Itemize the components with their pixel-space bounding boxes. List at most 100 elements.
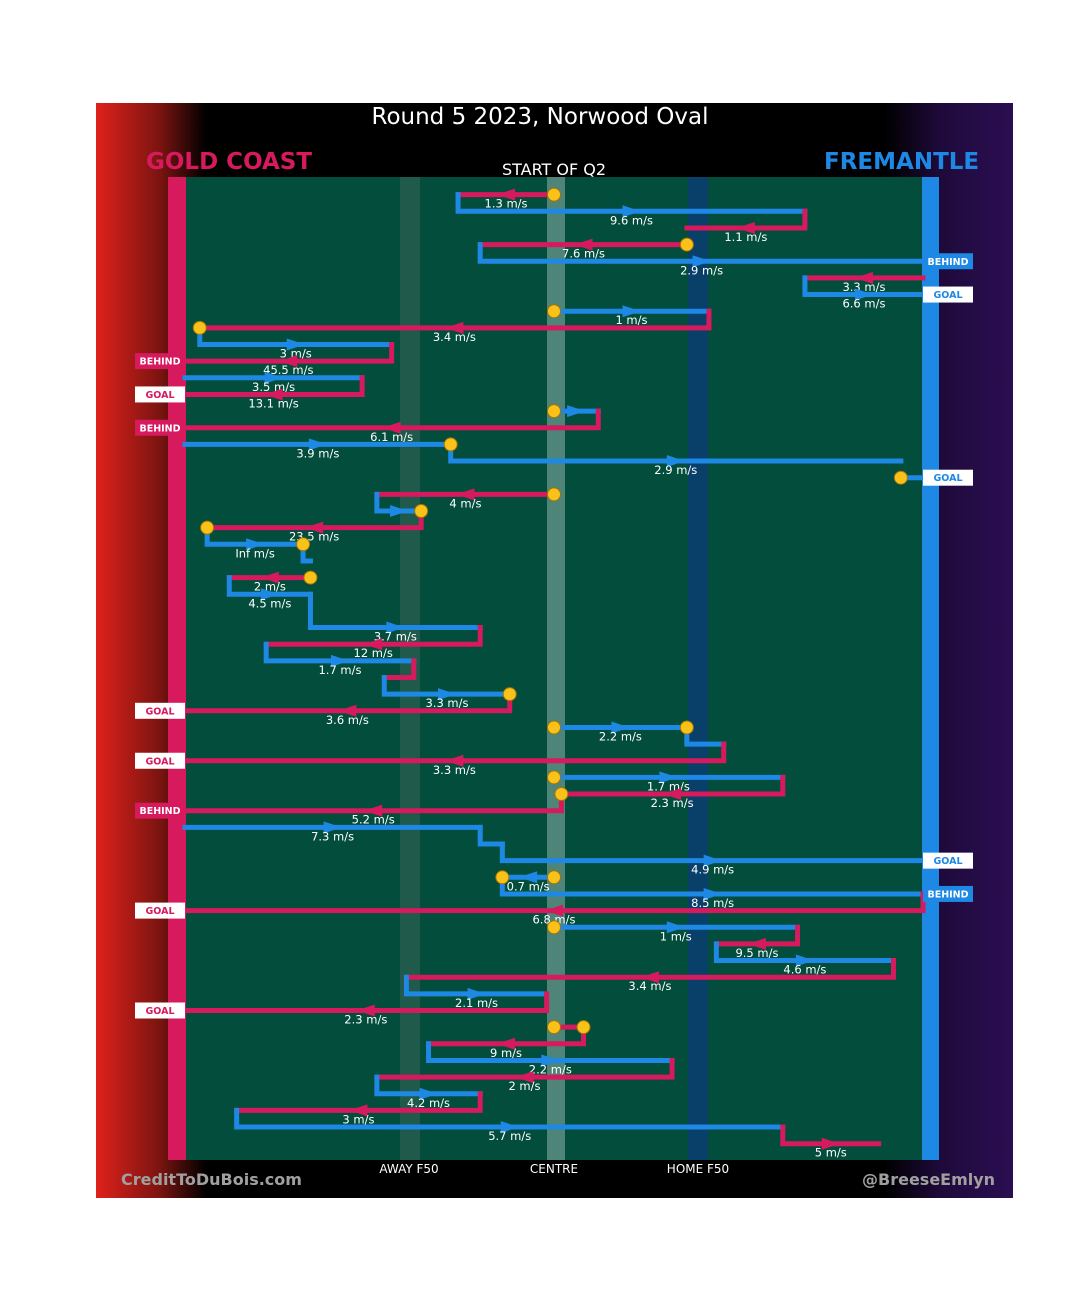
direction-arrow-45: [795, 954, 814, 967]
ball-marker-43: [547, 920, 561, 935]
direction-arrow-40: [519, 871, 538, 884]
speed-label-51: 2.2 m/s: [529, 1062, 572, 1076]
speed-label-35: 2.3 m/s: [651, 796, 694, 810]
ball-marker-50: [576, 1020, 591, 1035]
ball-marker-22: [296, 537, 311, 552]
possession-line-14: [182, 408, 601, 431]
possession-line-6: [802, 275, 926, 298]
speed-label-52: 2 m/s: [508, 1079, 540, 1093]
possession-line-45: [713, 941, 896, 964]
direction-arrow-44: [747, 937, 766, 950]
direction-arrow-42: [545, 904, 563, 917]
direction-arrow-0: [497, 188, 516, 201]
direction-arrow-37: [323, 821, 342, 834]
outcome-badge-17: [923, 469, 973, 486]
outcome-text-6: GOAL: [933, 290, 962, 301]
outcome-badge-48: [135, 1002, 185, 1019]
direction-arrow-50: [497, 1037, 516, 1050]
speed-label-21: Inf m/s: [235, 546, 274, 560]
direction-arrow-27: [330, 654, 349, 667]
speed-label-11: 3.5 m/s: [252, 380, 295, 394]
ball-marker-3: [679, 237, 694, 252]
possession-line-54: [234, 1091, 483, 1113]
speed-label-55: 5.7 m/s: [488, 1129, 531, 1143]
direction-arrow-51: [541, 1054, 560, 1067]
outcome-text-36: BEHIND: [139, 806, 180, 817]
possession-line-24: [226, 575, 313, 597]
direction-arrow-7: [622, 305, 641, 318]
possession-line-4: [477, 242, 926, 264]
possession-line-48: [182, 991, 550, 1013]
speed-label-8: 3.4 m/s: [433, 330, 476, 344]
speed-label-4: 2.9 m/s: [680, 263, 723, 277]
direction-arrow-1: [622, 205, 641, 218]
possession-line-53: [374, 1074, 483, 1097]
outcome-text-17: GOAL: [933, 473, 962, 484]
direction-arrow-43: [666, 921, 685, 934]
direction-arrow-12: [264, 388, 283, 401]
possession-line-10: [182, 342, 395, 364]
ball-marker-34: [547, 770, 561, 785]
speed-label-39: 4.9 m/s: [691, 863, 734, 877]
speed-label-16: 2.9 m/s: [654, 463, 697, 477]
segment-label: START OF Q2: [501, 160, 607, 179]
credit-left: CreditToDuBois.com: [121, 1170, 302, 1189]
direction-arrow-24: [260, 588, 279, 601]
axis-label-away-f50: AWAY F50: [379, 1162, 439, 1176]
speed-label-29: 3.3 m/s: [425, 696, 468, 710]
outcome-text-4: BEHIND: [927, 257, 968, 268]
axis-label-home-f50: HOME F50: [666, 1162, 730, 1176]
outcome-badge-10: [135, 353, 185, 370]
direction-arrow-10: [279, 355, 298, 368]
speed-label-34: 1.7 m/s: [647, 779, 690, 793]
ball-marker-0: [547, 187, 561, 202]
ball-marker-36: [554, 787, 569, 802]
ball-marker-40: [547, 870, 561, 885]
ball-marker-9: [192, 320, 207, 335]
speed-label-42: 6.8 m/s: [532, 913, 575, 927]
speed-label-10: 45.5 m/s: [263, 363, 313, 377]
speed-label-36: 5.2 m/s: [352, 813, 395, 827]
direction-arrow-11: [264, 371, 283, 384]
direction-arrow-20: [305, 521, 324, 534]
fremantle-goal-line: [922, 177, 939, 1160]
direction-arrow-9: [286, 338, 305, 351]
possession-line-44: [713, 924, 801, 947]
speed-label-27: 1.7 m/s: [318, 663, 361, 677]
direction-arrow-46: [640, 971, 659, 984]
speed-label-45: 4.6 m/s: [783, 963, 826, 977]
direction-arrow-48: [356, 1004, 375, 1017]
possession-line-56: [780, 1124, 882, 1147]
outcome-badge-6: [923, 286, 973, 303]
direction-arrow-33: [445, 754, 464, 767]
outcome-badge-39: [923, 852, 973, 869]
possession-line-25: [307, 591, 483, 631]
outcome-badge-12: [135, 386, 185, 403]
direction-arrow-53: [419, 1087, 438, 1100]
outcome-text-39: GOAL: [933, 856, 962, 867]
outcome-badge-30: [135, 702, 185, 719]
speed-label-54: 3 m/s: [342, 1112, 374, 1126]
speed-label-9: 3 m/s: [280, 347, 312, 361]
speed-label-56: 5 m/s: [815, 1146, 847, 1160]
speed-label-2: 1.1 m/s: [724, 230, 767, 244]
direction-arrow-16: [666, 455, 685, 468]
outcome-text-41: BEHIND: [927, 889, 968, 900]
team-left-name: GOLD COAST: [146, 149, 313, 175]
outcome-badge-41: [923, 885, 973, 902]
outcome-badge-33: [135, 752, 185, 769]
direction-arrow-18: [456, 488, 475, 501]
ball-marker-21: [200, 520, 215, 535]
speed-label-12: 13.1 m/s: [248, 396, 298, 410]
ball-marker-49: [547, 1020, 561, 1035]
ball-marker-30: [502, 687, 517, 702]
speed-label-48: 2.3 m/s: [344, 1013, 387, 1027]
speed-label-0: 1.3 m/s: [485, 197, 528, 211]
outcome-text-10: BEHIND: [139, 357, 180, 368]
speed-label-14: 6.1 m/s: [370, 430, 413, 444]
outcome-badge-14: [135, 419, 185, 436]
ball-marker-16: [443, 437, 458, 452]
direction-arrow-35: [663, 788, 682, 801]
outcome-text-42: GOAL: [145, 906, 174, 917]
possession-line-39: [499, 841, 926, 864]
